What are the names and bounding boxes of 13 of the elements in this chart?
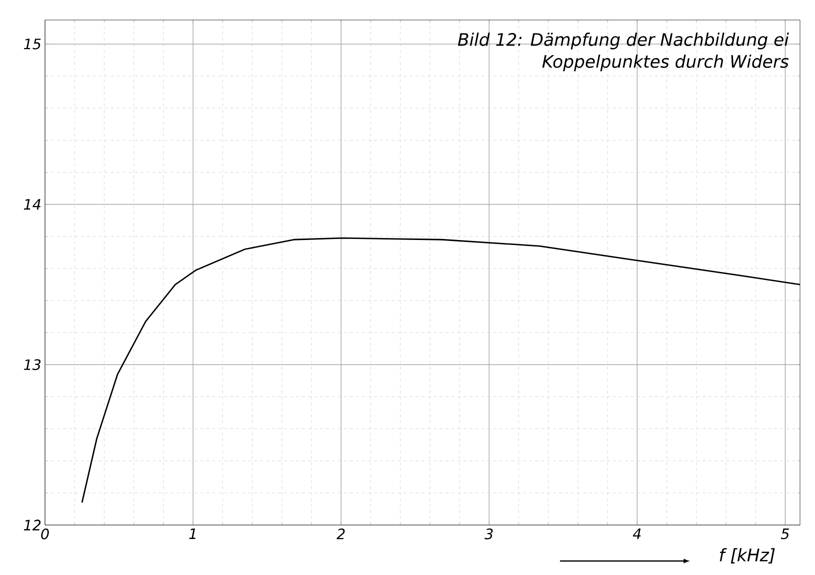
x-tick-label: 2 [336, 528, 345, 540]
x-axis-title: f [kHz] [720, 548, 775, 564]
x-tick-label: 5 [780, 528, 789, 540]
x-tick-label: 4 [632, 528, 641, 539]
x-tick-label: 0 [41, 528, 49, 540]
y-tick-label: 14 [24, 199, 40, 210]
text: Koppelpunktes durch Widers [542, 54, 789, 72]
text: Bild 12: Dämpfung der Nachbildung ei [458, 32, 789, 50]
x-tick-label: 3 [484, 528, 493, 540]
y-tick-label: 13 [24, 359, 41, 370]
y-tick-label: 12 [24, 520, 41, 530]
y-tick-label: 15 [24, 38, 41, 50]
x-tick-label: 1 [189, 528, 196, 539]
